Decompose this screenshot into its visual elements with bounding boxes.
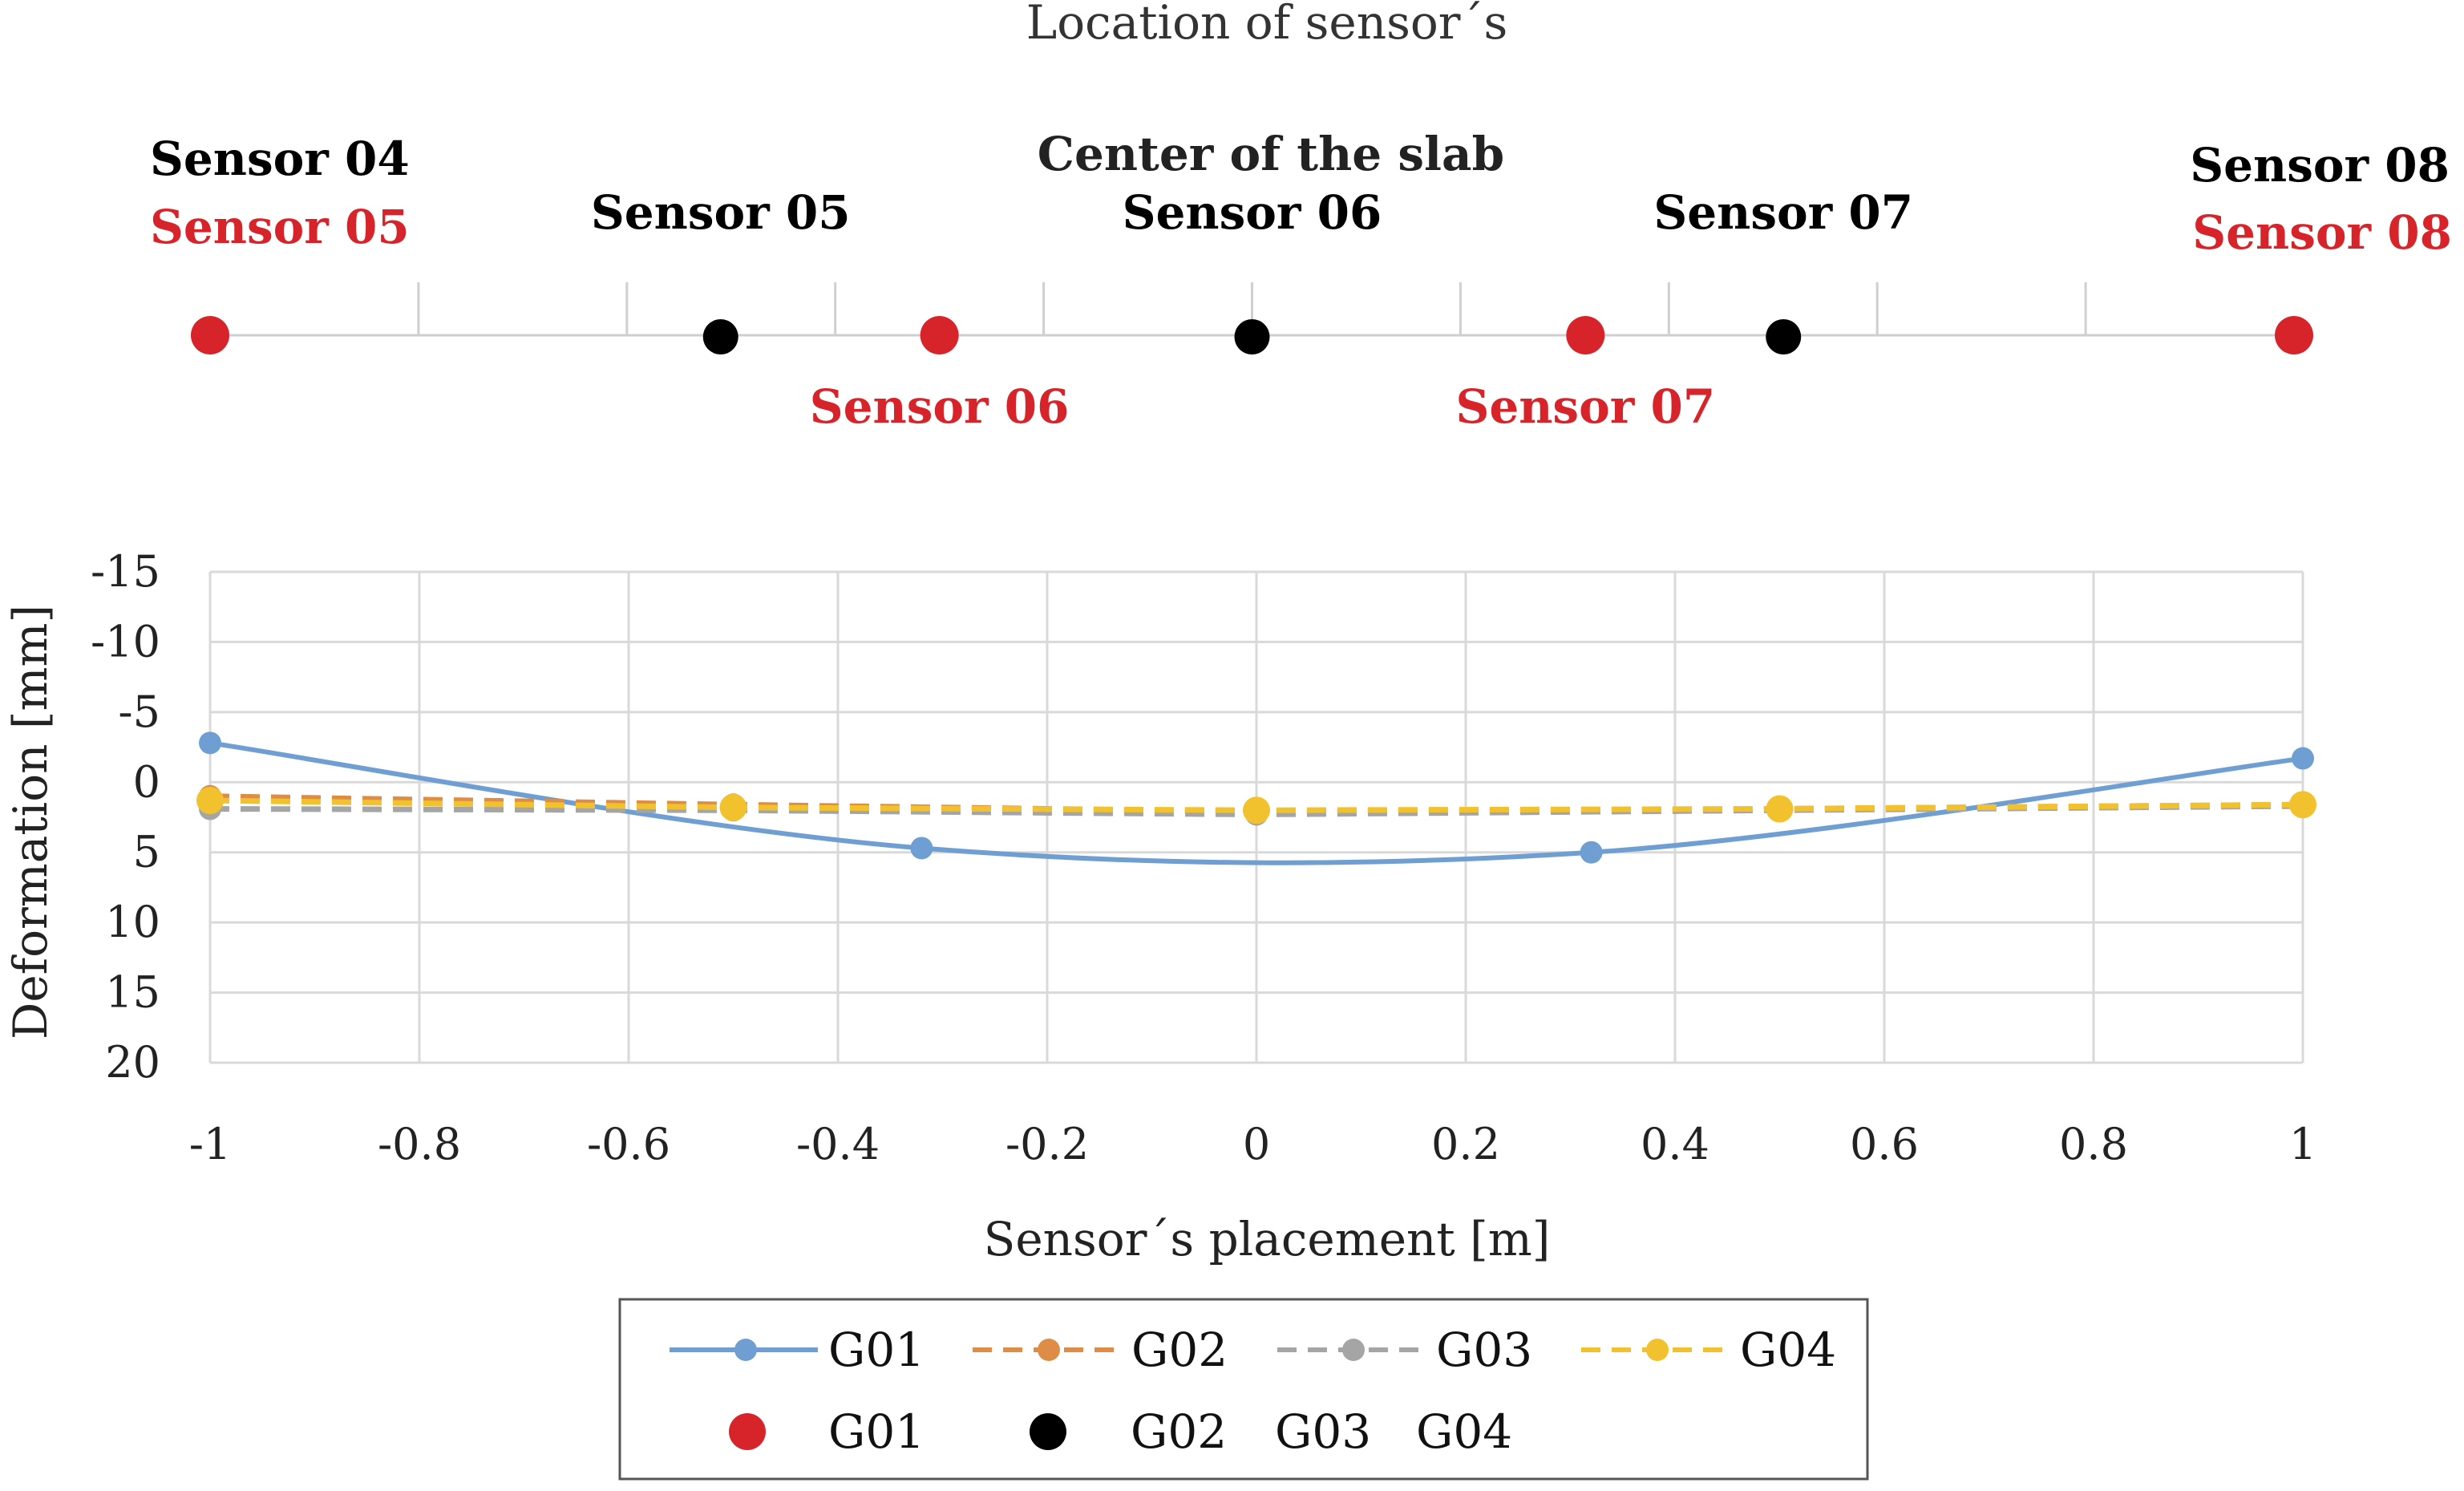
y-axis-label: Deformation [mm] [3, 605, 58, 1039]
legend-marker-sample [734, 1339, 757, 1361]
red-sensor-label-sensor-06: Sensor 06 [810, 379, 1070, 434]
black-sensor-label-sensor-06: Sensor 06 [1123, 185, 1382, 240]
data-point-g01 [199, 731, 221, 755]
y-tick-label: 10 [105, 897, 160, 947]
data-point-g04 [1243, 796, 1270, 825]
black-sensor-label-sensor-08: Sensor 08 [2190, 138, 2450, 192]
red-sensor-label-sensor-08: Sensor 08 [2192, 205, 2452, 260]
deformation-chart: -15 -10 -5 0 5 10 15 20 -1 -0.8 -0.6 -0.4 -0.2 0 0.2 0… [3, 546, 2316, 1266]
data-point-g04 [196, 787, 224, 815]
legend-entry-marker-g01: G01 [729, 1404, 925, 1459]
legend-entry-g04: G04 [1581, 1323, 1836, 1377]
y-tick-label: 20 [105, 1037, 160, 1088]
black-sensor-label-sensor-04: Sensor 04 [150, 132, 410, 186]
y-tick-label: -5 [118, 687, 160, 737]
x-tick-label: 0.2 [1431, 1119, 1500, 1169]
data-point-g04 [719, 793, 747, 821]
legend-label: G02 [1131, 1404, 1227, 1459]
black-sensor-label-sensor-05: Sensor 05 [591, 185, 851, 240]
data-point-g01 [1580, 841, 1603, 864]
sensor-markers [191, 316, 2313, 355]
red-sensor-marker-sensor-06 [920, 316, 959, 355]
x-tick-label: -0.4 [796, 1119, 880, 1169]
black-sensor-label-sensor-07: Sensor 07 [1653, 185, 1913, 240]
legend-marker-sample [1646, 1339, 1669, 1361]
legend-entry-g01: G01 [670, 1323, 925, 1377]
legend-label: G02 [1131, 1323, 1228, 1377]
y-tick-label: 0 [133, 756, 160, 807]
data-series [196, 731, 2316, 865]
legend: G01 G02 G03 G04 G01 G02 G03 G04 [618, 1298, 1869, 1481]
legend-label-g03: G03 [1275, 1404, 1371, 1459]
legend-entry-g02: G02 [973, 1323, 1228, 1377]
data-point-g01 [910, 837, 933, 860]
y-tick-label: 15 [105, 967, 160, 1018]
sensor-labels: Sensor 04 Sensor 05 Sensor 06 Sensor 07 Sens… [150, 132, 2452, 434]
legend-box [618, 1298, 1869, 1481]
legend-label: G04 [1740, 1323, 1836, 1377]
legend-label: G01 [828, 1323, 925, 1377]
black-sensor-marker-sensor-06 [1234, 319, 1270, 355]
x-tick-label: -0.8 [378, 1119, 461, 1169]
series-g04 [196, 787, 2316, 825]
x-axis-ticks: -1 -0.8 -0.6 -0.4 -0.2 0 0.2 0.4 0.6 0.8 1 [189, 1119, 2316, 1169]
x-tick-label: 1 [2289, 1119, 2316, 1169]
legend-label-g04: G04 [1416, 1404, 1512, 1459]
data-point-g04 [2289, 791, 2316, 819]
black-sensor-marker-sensor-07 [1766, 319, 1802, 355]
legend-black-dot [1030, 1413, 1066, 1450]
diagram-title: Location of sensor´s [1026, 0, 1508, 50]
legend-entry-marker-g02: G02 [1030, 1404, 1227, 1459]
x-tick-label: 0.6 [1850, 1119, 1919, 1169]
x-tick-label: 0.8 [2059, 1119, 2128, 1169]
legend-series-row: G01 G02 G03 G04 [670, 1323, 1836, 1377]
black-sensor-marker-sensor-05 [702, 319, 738, 355]
x-tick-label: -0.2 [1005, 1119, 1089, 1169]
x-tick-label: 0.4 [1641, 1119, 1709, 1169]
x-tick-label: -0.6 [587, 1119, 670, 1169]
y-axis-ticks: -15 -10 -5 0 5 10 15 20 [91, 546, 160, 1088]
legend-marker-row: G01 G02 G03 G04 [729, 1404, 1512, 1459]
y-tick-label: -10 [91, 616, 160, 666]
legend-red-dot [729, 1413, 766, 1450]
legend-label: G03 [1436, 1323, 1532, 1377]
plot-grid [208, 570, 2304, 1064]
legend-label: G01 [828, 1404, 925, 1459]
red-sensor-label-sensor-05: Sensor 05 [150, 200, 410, 254]
red-sensor-marker-sensor-07 [1566, 316, 1605, 355]
y-tick-label: 5 [133, 827, 160, 877]
legend-entry-g03: G03 [1277, 1323, 1532, 1377]
x-axis-label: Sensor´s placement [m] [984, 1212, 1551, 1266]
x-tick-label: -1 [189, 1119, 232, 1169]
sensor-axis-ticks [417, 282, 2087, 335]
data-point-g04 [1766, 795, 1794, 823]
red-sensor-marker-sensor-08 [2275, 316, 2313, 355]
data-point-g01 [2292, 747, 2314, 770]
red-sensor-marker-sensor-05 [191, 316, 229, 355]
legend-marker-sample [1038, 1339, 1060, 1361]
red-sensor-label-sensor-07: Sensor 07 [1455, 379, 1715, 434]
center-of-slab-label: Center of the slab [1038, 127, 1504, 181]
legend-marker-sample [1342, 1339, 1365, 1361]
sensor-location-diagram: Location of sensor´s Center of the slab … [150, 0, 2452, 434]
y-tick-label: -15 [91, 546, 160, 597]
x-tick-label: 0 [1243, 1119, 1270, 1169]
